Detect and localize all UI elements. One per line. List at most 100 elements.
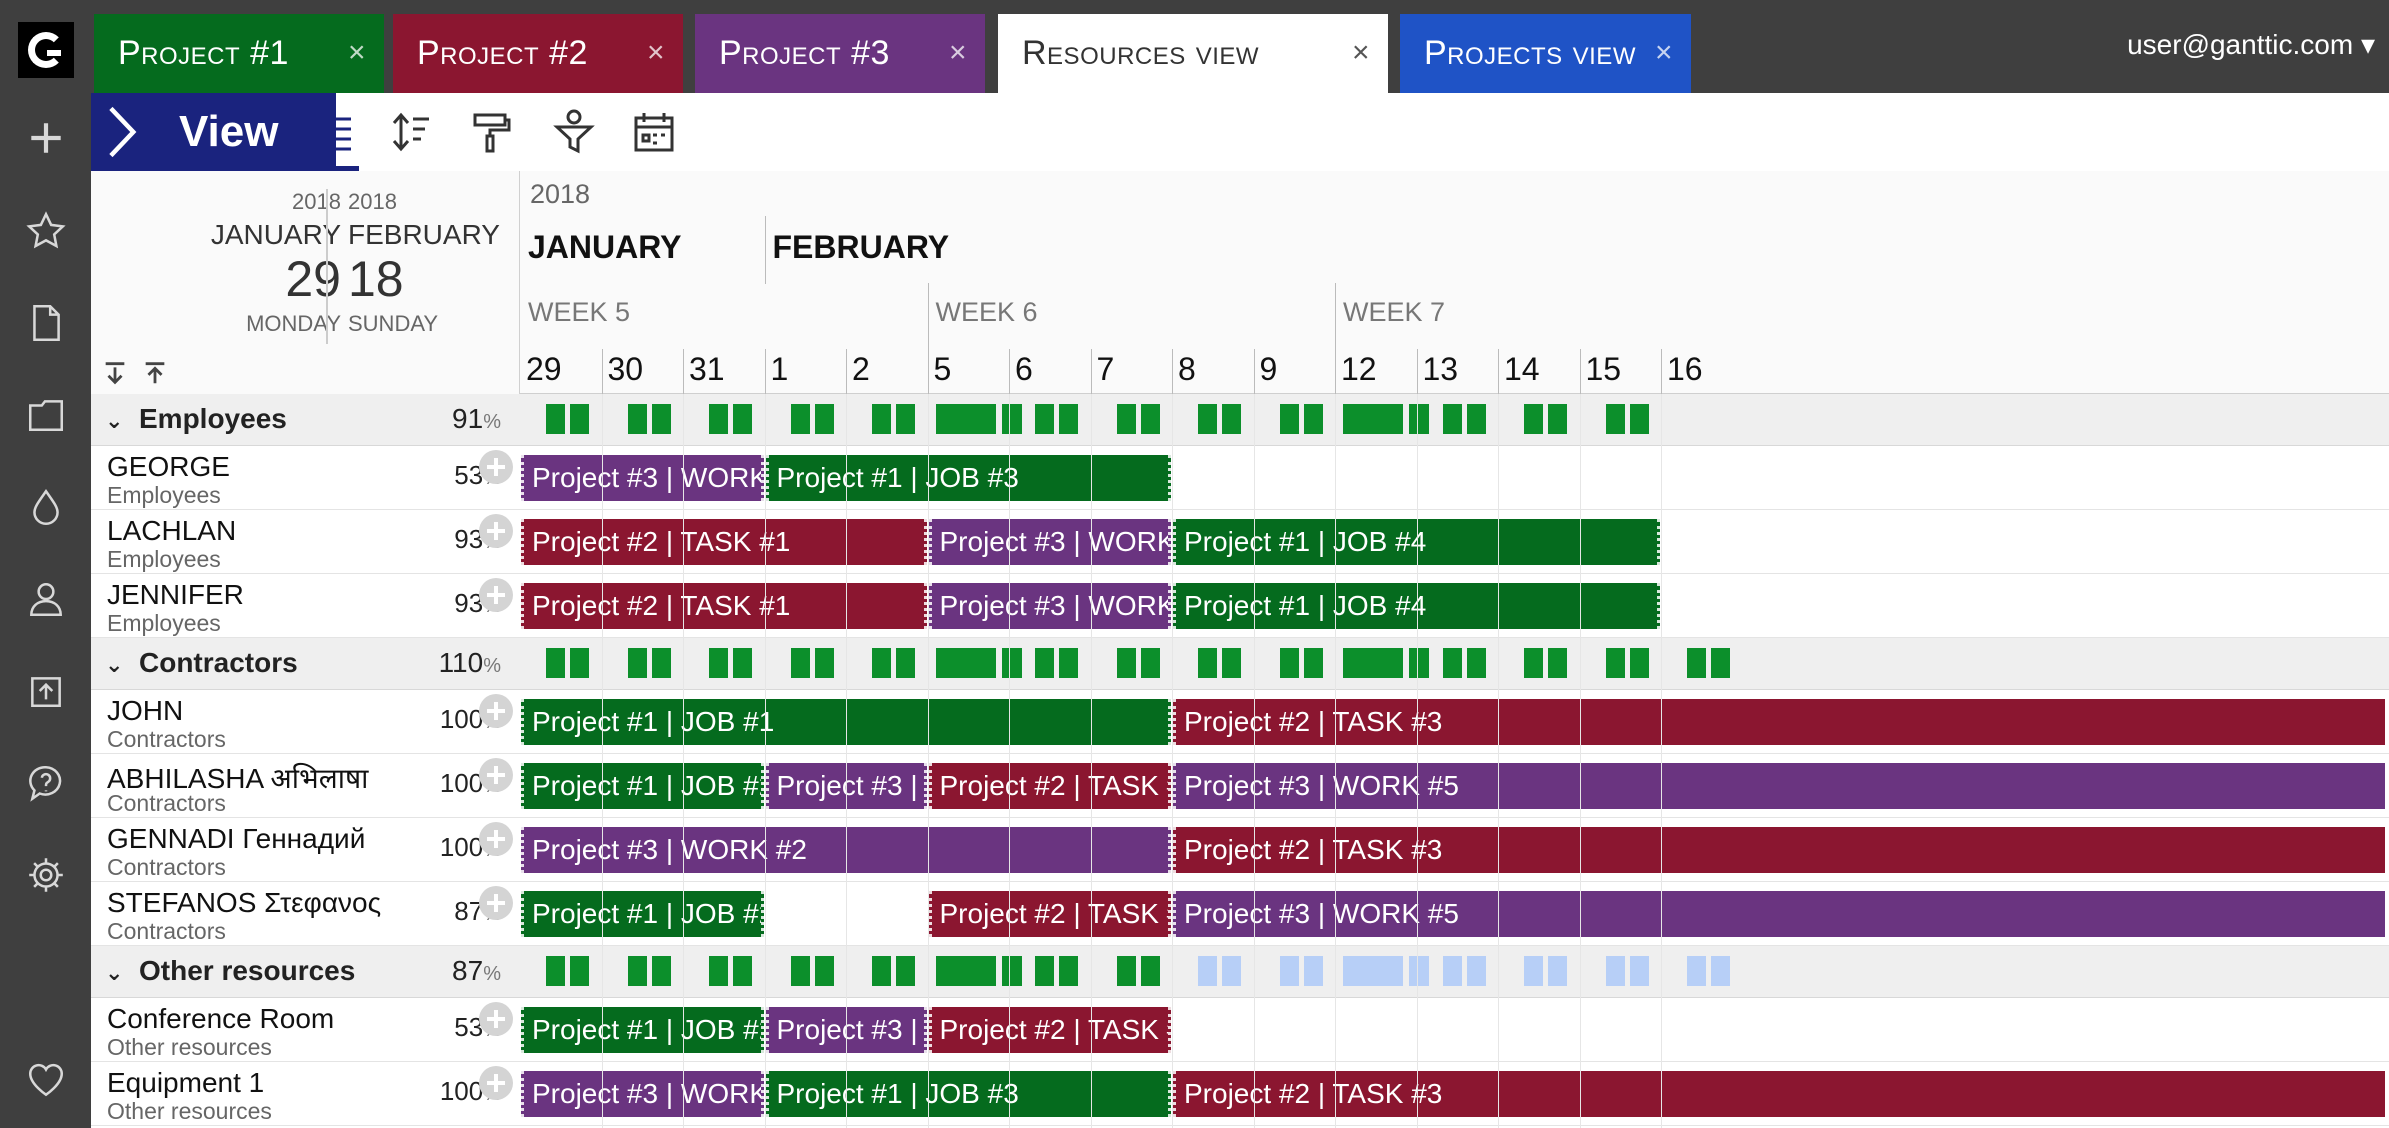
add-task-icon[interactable] [479, 450, 513, 484]
utilization-block [1343, 404, 1403, 434]
task-bar[interactable]: Project #3 | WORK #5 [1173, 891, 2385, 937]
add-icon[interactable] [20, 112, 72, 164]
tab-projects-view[interactable]: Projects view × [1400, 14, 1691, 93]
tab-project-3[interactable]: Project #3 × [695, 14, 985, 93]
add-task-icon[interactable] [479, 514, 513, 548]
task-bar[interactable]: Project #2 | TASK #2 [928, 891, 1171, 937]
day-separator [683, 349, 684, 394]
group-row[interactable]: ⌄ Employees 91% [91, 394, 2389, 446]
close-icon[interactable]: × [646, 36, 665, 69]
group-row[interactable]: ⌄ Other resources 87% [91, 946, 2389, 998]
sort-icon[interactable] [381, 101, 443, 163]
resource-util-value: 100 [439, 768, 484, 798]
start-date[interactable]: 2018 JANUARY 29 MONDAY [151, 189, 341, 337]
task-bar[interactable]: Project #1 | JOB #2 [521, 763, 764, 809]
star-icon[interactable] [20, 205, 72, 257]
collapse-all-icon[interactable] [101, 359, 131, 389]
day-label: 2 [852, 351, 870, 387]
task-bar[interactable]: Project #3 | WORK [765, 763, 927, 809]
expand-all-icon[interactable] [141, 359, 171, 389]
start-month: JANUARY [210, 219, 341, 250]
user-icon[interactable] [20, 573, 72, 625]
close-icon[interactable]: × [347, 36, 366, 69]
task-bar[interactable]: Project #3 | WORK #4 [928, 583, 1171, 629]
add-task-icon[interactable] [479, 694, 513, 728]
utilization-block [1343, 648, 1403, 678]
task-bar[interactable]: Project #2 | TASK #3 [1173, 699, 2385, 745]
tab-label: Project #1 [118, 34, 289, 72]
heart-icon[interactable] [20, 1054, 72, 1106]
utilization-block [627, 404, 647, 434]
month-label: FEBRUARY [772, 229, 950, 265]
task-bar[interactable]: Project #2 | TASK #3 [1173, 1071, 2385, 1117]
add-task-icon[interactable] [479, 1002, 513, 1036]
drop-icon[interactable] [20, 481, 72, 533]
end-date[interactable]: 2018 FEBRUARY 18 SUNDAY [326, 189, 526, 344]
task-bar[interactable]: Project #3 | WORK #2 [521, 827, 1171, 873]
resource-group: Employees [107, 546, 221, 572]
utilization-block [1629, 956, 1649, 986]
chevron-down-icon[interactable]: ⌄ [105, 960, 124, 985]
day-separator [927, 349, 929, 394]
task-bar[interactable]: Project #1 | JOB #2 [521, 891, 764, 937]
chevron-down-icon[interactable]: ⌄ [105, 408, 124, 433]
group-name-label: Contractors [139, 647, 298, 678]
task-bar[interactable]: Project #1 | JOB #3 [765, 455, 1171, 501]
task-bar[interactable]: Project #1 | JOB #3 [765, 1071, 1171, 1117]
filter-icon[interactable] [543, 101, 605, 163]
task-bar[interactable]: Project #2 | TASK #1 [521, 519, 927, 565]
task-bar[interactable]: Project #1 | JOB #2 [521, 1007, 764, 1053]
calendar-icon[interactable] [623, 101, 685, 163]
tab-resources-view[interactable]: Resources view × [998, 14, 1388, 93]
help-icon[interactable] [20, 757, 72, 809]
task-bar[interactable]: Project #2 | TASK #2 [928, 1007, 1171, 1053]
tree-view-icon[interactable] [303, 101, 365, 171]
utilization-block [1035, 956, 1054, 986]
task-bar[interactable]: Project #1 | JOB #1 [521, 699, 1171, 745]
task-bar[interactable]: Project #3 | WORK [765, 1007, 927, 1053]
user-menu[interactable]: user@ganttic.com ▾ [2127, 29, 2375, 60]
folder-icon[interactable] [20, 389, 72, 441]
ganttic-logo[interactable] [18, 22, 74, 78]
gear-icon[interactable] [20, 849, 72, 901]
export-icon[interactable] [20, 665, 72, 717]
resource-util-value: 93 [454, 524, 484, 554]
task-bar[interactable]: Project #2 | TASK #3 [1173, 827, 2385, 873]
task-bar[interactable]: Project #2 | TASK #1 [521, 583, 927, 629]
add-task-icon[interactable] [479, 758, 513, 792]
task-bar[interactable]: Project #1 | JOB #4 [1173, 583, 1660, 629]
task-bar[interactable]: Project #1 | JOB #4 [1173, 519, 1660, 565]
utilization-block [1140, 956, 1160, 986]
close-icon[interactable]: × [948, 36, 967, 69]
document-icon[interactable] [20, 297, 72, 349]
close-icon[interactable]: × [1654, 36, 1673, 69]
tab-project-2[interactable]: Project #2 × [393, 14, 683, 93]
add-task-icon[interactable] [479, 1066, 513, 1100]
resource-name: LACHLAN [107, 515, 237, 546]
resource-row[interactable]: ABHILASHA अभिलाषाContractors100%Project … [91, 754, 2389, 818]
task-bar[interactable]: Project #3 | WORK #4 [928, 519, 1171, 565]
group-row[interactable]: ⌄ Contractors 110% [91, 638, 2389, 690]
tab-project-1[interactable]: Project #1 × [94, 14, 384, 93]
chevron-down-icon[interactable]: ⌄ [105, 652, 124, 677]
task-bar[interactable]: Project #3 | WORK #1 [521, 1071, 764, 1117]
add-task-icon[interactable] [479, 578, 513, 612]
paint-roller-icon[interactable] [461, 101, 523, 163]
utilization-block [1198, 404, 1217, 434]
close-icon[interactable]: × [1351, 36, 1370, 69]
task-bar[interactable]: Project #3 | WORK #1 [521, 455, 764, 501]
add-task-icon[interactable] [479, 886, 513, 920]
view-button[interactable]: View [91, 93, 336, 171]
add-task-icon[interactable] [479, 822, 513, 856]
utilization-block [1466, 956, 1486, 986]
task-bar[interactable]: Project #3 | WORK #5 [1173, 763, 2385, 809]
task-bar[interactable]: Project #2 | TASK #2 [928, 763, 1171, 809]
